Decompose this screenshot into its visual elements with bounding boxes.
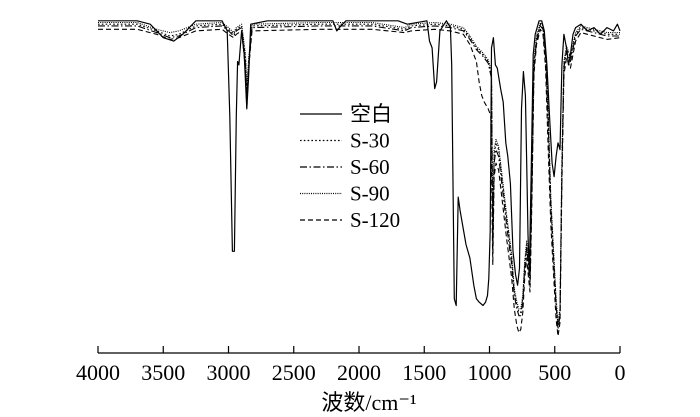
legend-label: S-120	[350, 208, 400, 232]
x-tick-label: 0	[615, 360, 626, 385]
legend-label: 空白	[350, 102, 392, 126]
x-tick-label: 500	[538, 360, 571, 385]
series-line-s-90	[98, 21, 620, 324]
series-line-s-120	[98, 28, 621, 337]
x-axis-ticks: 4000 3500 3000 2500 2000 1500 1000 500 0	[76, 346, 626, 385]
x-tick-label: 3000	[207, 360, 251, 385]
x-tick-label: 4000	[76, 360, 120, 385]
legend: 空白 S-30S-60 S-90S-120	[300, 102, 400, 232]
legend-label: S-30	[350, 129, 390, 153]
x-axis-label: 波数/cm⁻¹	[321, 390, 416, 415]
x-tick-label: 2000	[337, 360, 381, 385]
x-tick-label: 1000	[468, 360, 512, 385]
x-tick-label: 3500	[141, 360, 185, 385]
series-layer	[98, 20, 621, 337]
legend-label: S-90	[350, 182, 390, 206]
x-tick-label: 1500	[402, 360, 446, 385]
series-line-s-60	[98, 25, 620, 330]
legend-label: S-60	[350, 155, 390, 179]
x-tick-label: 2500	[272, 360, 316, 385]
